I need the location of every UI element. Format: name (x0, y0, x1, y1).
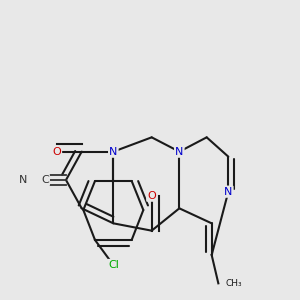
Text: CH₃: CH₃ (225, 279, 242, 288)
Text: N: N (224, 187, 232, 197)
Text: Cl: Cl (108, 260, 119, 270)
Text: N: N (109, 147, 118, 157)
Text: O: O (52, 147, 61, 157)
Text: O: O (147, 191, 156, 201)
Text: C: C (41, 175, 49, 185)
Text: N: N (175, 147, 184, 157)
Text: N: N (19, 175, 28, 185)
